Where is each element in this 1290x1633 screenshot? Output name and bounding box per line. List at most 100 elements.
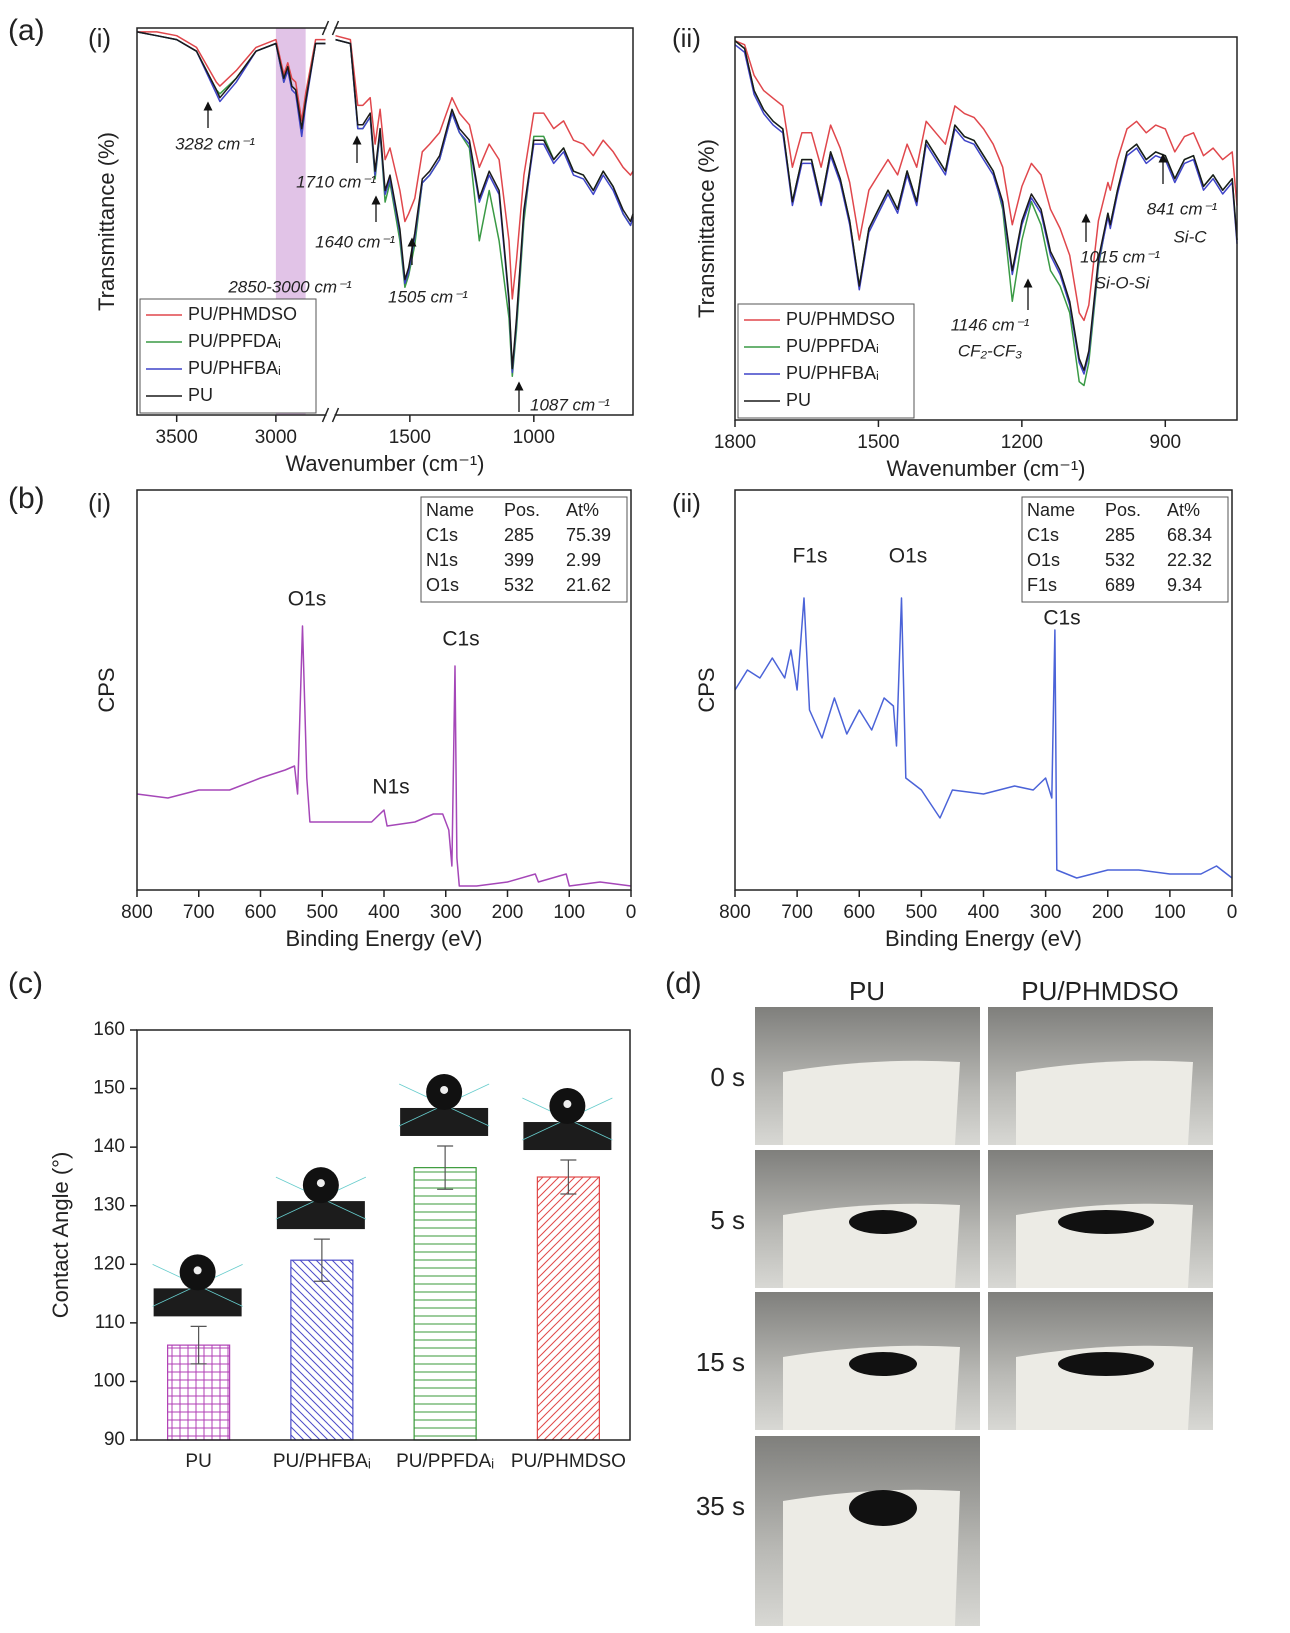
- panel-label: (i): [88, 488, 111, 518]
- annotation: 1146 cm⁻¹: [951, 315, 1030, 334]
- figure-label: (b): [8, 482, 45, 515]
- oil-droplet: [1058, 1210, 1154, 1234]
- x-tick-label: 400: [368, 902, 400, 923]
- legend-box: [139, 298, 317, 414]
- y-tick-label: 140: [93, 1136, 125, 1157]
- x-axis-title: Wavenumber (cm⁻¹): [285, 451, 484, 476]
- x-tick-label: 3000: [255, 427, 297, 448]
- x-tick-label: 900: [1149, 432, 1181, 453]
- foam-sample: [1016, 1060, 1193, 1145]
- x-tick-label: 700: [781, 902, 813, 923]
- annotation: O1s: [288, 588, 327, 611]
- series-line: [136, 31, 326, 130]
- y-axis-title: Transmittance (%): [694, 139, 719, 318]
- table-cell: F1s: [1027, 575, 1057, 595]
- x-tick-label: 1000: [513, 427, 555, 448]
- legend-box: [737, 303, 915, 419]
- axis-break-gap: [326, 26, 335, 30]
- x-tick-label: 800: [121, 902, 153, 923]
- x-tick-label: 1500: [389, 427, 431, 448]
- oil-droplet: [1058, 1352, 1154, 1376]
- y-axis-title: Contact Angle (°): [48, 1152, 73, 1319]
- plot-frame: [734, 36, 1238, 421]
- droplet-glint: [193, 1266, 202, 1275]
- table-header: Pos.: [504, 500, 540, 520]
- annotation: O1s: [889, 545, 928, 568]
- x-tick-label: 100: [1154, 902, 1186, 923]
- x-tick-label: PU/PHMDSO: [511, 1451, 626, 1472]
- table-header: Name: [1027, 500, 1075, 520]
- table-cell: 399: [504, 550, 534, 570]
- table-cell: 2.99: [566, 550, 601, 570]
- droplet-substrate: [153, 1288, 242, 1317]
- table-box: [420, 496, 628, 603]
- time-label: 15 s: [696, 1347, 745, 1377]
- x-tick-label: 300: [1030, 902, 1062, 923]
- error-bar: [313, 1238, 330, 1282]
- table-header: At%: [566, 500, 599, 520]
- annotation: 841 cm⁻¹: [1147, 199, 1218, 218]
- series-line: [335, 34, 634, 300]
- time-label: 0 s: [710, 1062, 745, 1092]
- series-line: [136, 625, 632, 887]
- table-cell: 75.39: [566, 525, 611, 545]
- panel-label: (i): [88, 23, 111, 53]
- x-tick-label: 0: [1227, 902, 1238, 923]
- oil-droplet: [849, 1490, 917, 1526]
- table-header: At%: [1167, 500, 1200, 520]
- table-cell: 68.34: [1167, 525, 1212, 545]
- x-tick-label: 1800: [714, 432, 756, 453]
- x-tick-label: 800: [719, 902, 751, 923]
- y-axis-title: CPS: [94, 667, 119, 712]
- x-tick-label: PU/PHFBAᵢ: [273, 1451, 371, 1472]
- bar: [536, 1176, 600, 1441]
- series-line: [335, 38, 634, 378]
- figure-label: (c): [8, 967, 43, 1000]
- table-cell: 689: [1105, 575, 1135, 595]
- error-bar: [437, 1145, 454, 1190]
- bar: [413, 1167, 477, 1441]
- axis-break-mark: [331, 407, 340, 423]
- table-cell: O1s: [426, 575, 459, 595]
- y-axis-title: Transmittance (%): [94, 132, 119, 311]
- y-tick-label: 150: [93, 1078, 125, 1099]
- annotation: Si-C: [1173, 227, 1207, 246]
- legend-label: PU/PHFBAᵢ: [786, 363, 879, 383]
- plot-frame: [136, 1029, 631, 1441]
- x-tick-label: 0: [626, 902, 637, 923]
- axis-break-gap: [326, 413, 335, 417]
- y-tick-label: 90: [104, 1429, 125, 1450]
- x-tick-label: 3500: [156, 427, 198, 448]
- x-tick-label: PU/PPFDAᵢ: [396, 1451, 494, 1472]
- figure-label: (a): [8, 14, 45, 47]
- x-tick-label: 300: [430, 902, 462, 923]
- x-tick-label: 600: [843, 902, 875, 923]
- droplet-glint: [316, 1179, 325, 1188]
- time-label: 5 s: [710, 1205, 745, 1235]
- droplet-substrate: [276, 1201, 365, 1230]
- droplet-glint: [440, 1085, 449, 1094]
- table-cell: 285: [1105, 525, 1135, 545]
- axis-break-mark: [331, 20, 340, 36]
- table-cell: O1s: [1027, 550, 1060, 570]
- panel-label: (ii): [672, 488, 701, 518]
- x-tick-label: 600: [245, 902, 277, 923]
- droplet-substrate: [523, 1122, 612, 1151]
- table-cell: C1s: [1027, 525, 1059, 545]
- series-line: [734, 40, 1238, 322]
- axis-break-mark: [321, 20, 330, 36]
- x-axis-title: Binding Energy (eV): [885, 926, 1082, 951]
- foam-sample: [783, 1489, 960, 1626]
- x-axis-title: Wavenumber (cm⁻¹): [886, 456, 1085, 481]
- table-cell: 9.34: [1167, 575, 1202, 595]
- y-tick-label: 110: [95, 1312, 125, 1333]
- axis-break-mark: [321, 407, 330, 423]
- legend-label: PU: [188, 385, 213, 405]
- annotation: Si-O-Si: [1095, 273, 1151, 292]
- annotation: 1087 cm⁻¹: [530, 395, 610, 414]
- annotation: 3282 cm⁻¹: [175, 134, 255, 153]
- annotation: 1640 cm⁻¹: [315, 232, 395, 251]
- x-tick-label: 500: [306, 902, 338, 923]
- panel-label: (ii): [672, 23, 701, 53]
